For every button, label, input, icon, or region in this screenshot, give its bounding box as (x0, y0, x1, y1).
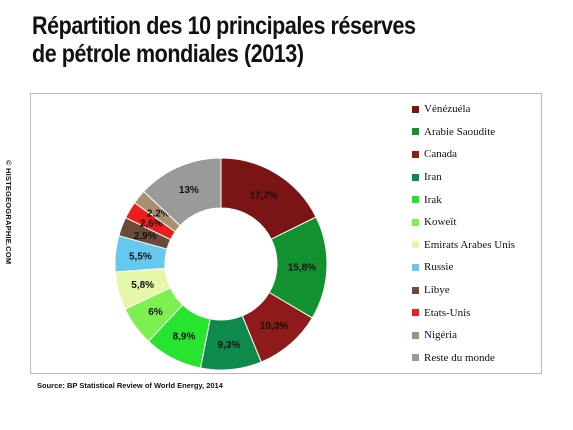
legend-label: Irak (424, 193, 442, 206)
legend-label: Canada (424, 148, 457, 161)
legend-label: Koweït (424, 216, 457, 229)
legend-item: Canada (412, 143, 542, 166)
legend-item: Libye (412, 279, 542, 302)
legend-item: Iran (412, 166, 542, 189)
chart-legend: Vénézuéla Arabie Saoudite Canada Iran Irak Ko… (412, 98, 542, 369)
slice-data-label: 10,3% (260, 321, 288, 332)
slice-data-label: 5,8% (131, 280, 154, 291)
legend-item: Reste du monde (412, 347, 542, 370)
chart-title-line-1: Répartition des 10 principales réserves (32, 12, 416, 40)
slice-data-label: 2,9% (134, 231, 157, 242)
legend-item: Vénézuéla (412, 98, 542, 121)
legend-label: Nigéria (424, 329, 457, 342)
legend-item: Emirats Arabes Unis (412, 234, 542, 257)
source-note: Source: BP Statistical Review of World E… (37, 381, 223, 390)
legend-label: Libye (424, 284, 450, 297)
legend-item: Irak (412, 188, 542, 211)
legend-swatch (412, 105, 419, 113)
legend-swatch (412, 354, 419, 362)
legend-label: Emirats Arabes Unis (424, 238, 516, 251)
slice-data-label: 13% (179, 185, 199, 196)
slice-data-label: 8,9% (173, 332, 196, 343)
legend-item: Russie (412, 256, 542, 279)
legend-swatch (412, 150, 419, 158)
slice-data-label: 5,5% (129, 252, 152, 263)
legend-item: Koweït (412, 211, 542, 234)
legend-swatch (412, 128, 419, 136)
legend-swatch (412, 196, 419, 204)
legend-swatch (412, 309, 419, 317)
legend-label: Russie (424, 261, 454, 274)
legend-swatch (412, 263, 419, 271)
legend-swatch (412, 331, 419, 339)
legend-label: Etats-Unis (424, 306, 471, 319)
legend-swatch (412, 218, 419, 226)
slice-data-label: 6% (148, 307, 163, 318)
legend-item: Arabie Saoudite (412, 121, 542, 144)
legend-swatch (412, 241, 419, 249)
donut-slice (143, 157, 222, 227)
slice-data-label: 15,8% (288, 263, 316, 274)
slice-data-label: 9,3% (217, 340, 240, 351)
legend-label: Arabie Saoudite (424, 125, 496, 138)
slice-data-label: 2,2% (147, 208, 170, 219)
slice-data-label: 2,6% (140, 218, 163, 229)
chart-title-line-2: de pétrole mondiales (2013) (32, 40, 304, 68)
legend-label: Vénézuéla (424, 103, 471, 116)
legend-item: Etats-Unis (412, 301, 542, 324)
legend-swatch (412, 173, 419, 181)
legend-item: Nigéria (412, 324, 542, 347)
legend-swatch (412, 286, 419, 294)
legend-label: Iran (424, 171, 442, 184)
chart-title: Répartition des 10 principales réserves … (32, 12, 479, 68)
slice-data-label: 17,7% (250, 191, 278, 202)
legend-label: Reste du monde (424, 351, 495, 364)
